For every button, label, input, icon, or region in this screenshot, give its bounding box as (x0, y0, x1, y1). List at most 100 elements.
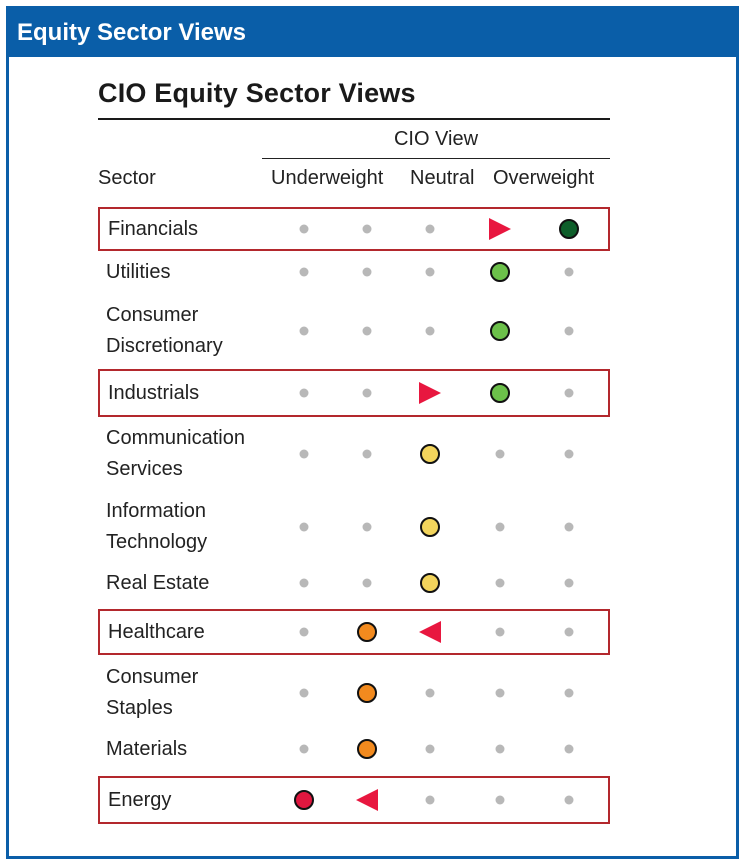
scale-dot (564, 795, 574, 805)
scale-dot (425, 688, 435, 698)
scale-dot (362, 449, 372, 459)
rating-marker (357, 739, 377, 759)
sector-label: Energy (108, 785, 171, 816)
sector-label: Utilities (106, 257, 170, 288)
sector-label: Consumer Staples (106, 662, 198, 724)
sector-label-line: Consumer (106, 304, 199, 326)
scale-label-overweight: Overweight (493, 167, 595, 189)
sector-label-line: Healthcare (108, 620, 205, 643)
scale-dot (425, 795, 435, 805)
scale-dot (564, 326, 574, 336)
scale-dot (564, 449, 574, 459)
sector-column-header: Sector (98, 167, 156, 189)
scale-dot (362, 522, 372, 532)
scale-dot (495, 449, 505, 459)
downgrade-arrow-icon (356, 789, 378, 811)
scale-dot (299, 449, 309, 459)
scale-dot (299, 627, 309, 637)
scale-dot (299, 326, 309, 336)
sector-label-line: Communication (106, 427, 245, 449)
rating-marker (357, 683, 377, 703)
sector-label-line: Services (106, 458, 183, 480)
sector-label-line: Discretionary (106, 335, 223, 357)
title-rule (98, 118, 610, 120)
sector-label: Information Technology (106, 496, 207, 558)
group-header: CIO View (393, 128, 479, 150)
sector-row: Information Technology (98, 494, 610, 560)
sector-label-line: Energy (108, 788, 172, 811)
scale-label-neutral: Neutral (410, 167, 475, 189)
panel-banner-title: Equity Sector Views (9, 9, 736, 57)
sector-row: Real Estate (98, 564, 610, 602)
rating-marker (294, 790, 314, 810)
scale-dot (564, 578, 574, 588)
scale-dot (564, 744, 574, 754)
rating-marker (420, 573, 440, 593)
sector-label-line: Real Estate (106, 571, 210, 594)
scale-label-underweight: Underweight (271, 167, 384, 189)
upgrade-arrow-icon (489, 218, 511, 240)
sector-label: Communication Services (106, 423, 245, 485)
sector-row: Consumer Discretionary (98, 299, 610, 363)
rating-marker (420, 517, 440, 537)
sector-row: Materials (98, 730, 610, 768)
scale-dot (299, 744, 309, 754)
sector-row: Communication Services (98, 421, 610, 487)
scale-dot (299, 224, 309, 234)
rating-marker (357, 622, 377, 642)
downgrade-arrow-icon (419, 621, 441, 643)
sector-row: Consumer Staples (98, 661, 610, 725)
upgrade-arrow-icon (419, 382, 441, 404)
scale-dot (564, 522, 574, 532)
scale-dot (564, 688, 574, 698)
sector-label-line: Staples (106, 697, 173, 719)
sector-label: Materials (106, 734, 187, 765)
scale-dot (299, 578, 309, 588)
sector-label-line: Information (106, 500, 207, 522)
sector-label: Consumer Discretionary (106, 300, 223, 362)
scale-dot (299, 388, 309, 398)
sector-row: Financials (98, 207, 610, 251)
sector-row: Healthcare (98, 609, 610, 655)
sector-label: Industrials (108, 378, 199, 409)
scale-dot (495, 578, 505, 588)
group-header-rule (262, 158, 610, 159)
rating-marker (490, 321, 510, 341)
sector-row: Utilities (98, 254, 610, 290)
scale-dot (425, 267, 435, 277)
sector-row: Energy (98, 776, 610, 824)
scale-dot (564, 627, 574, 637)
scale-dot (495, 795, 505, 805)
scale-dot (362, 578, 372, 588)
scale-dot (564, 267, 574, 277)
panel-frame: Equity Sector Views (6, 6, 739, 859)
scale-dot (425, 326, 435, 336)
sector-row: Industrials (98, 369, 610, 417)
sector-label-line: Materials (106, 737, 188, 760)
scale-dot (299, 267, 309, 277)
sector-label-line: Financials (108, 217, 199, 240)
scale-dot (299, 522, 309, 532)
scale-dot (425, 224, 435, 234)
sector-label: Healthcare (108, 617, 205, 648)
rating-marker (559, 219, 579, 239)
sector-label: Real Estate (106, 568, 209, 599)
scale-dot (362, 224, 372, 234)
scale-dot (495, 522, 505, 532)
rating-marker (490, 383, 510, 403)
scale-dot (362, 326, 372, 336)
scale-dot (495, 744, 505, 754)
scale-dot (495, 627, 505, 637)
sector-label-line: Industrials (108, 381, 200, 404)
sector-label-line: Consumer (106, 666, 199, 688)
scale-dot (362, 388, 372, 398)
scale-dot (564, 388, 574, 398)
sector-label: Financials (108, 214, 198, 245)
scale-dot (299, 688, 309, 698)
sector-label-line: Technology (106, 531, 208, 553)
rating-marker (490, 262, 510, 282)
scale-dot (425, 744, 435, 754)
rating-marker (420, 444, 440, 464)
sector-label-line: Utilities (106, 260, 171, 283)
chart-title: CIO Equity Sector Views (98, 78, 416, 108)
